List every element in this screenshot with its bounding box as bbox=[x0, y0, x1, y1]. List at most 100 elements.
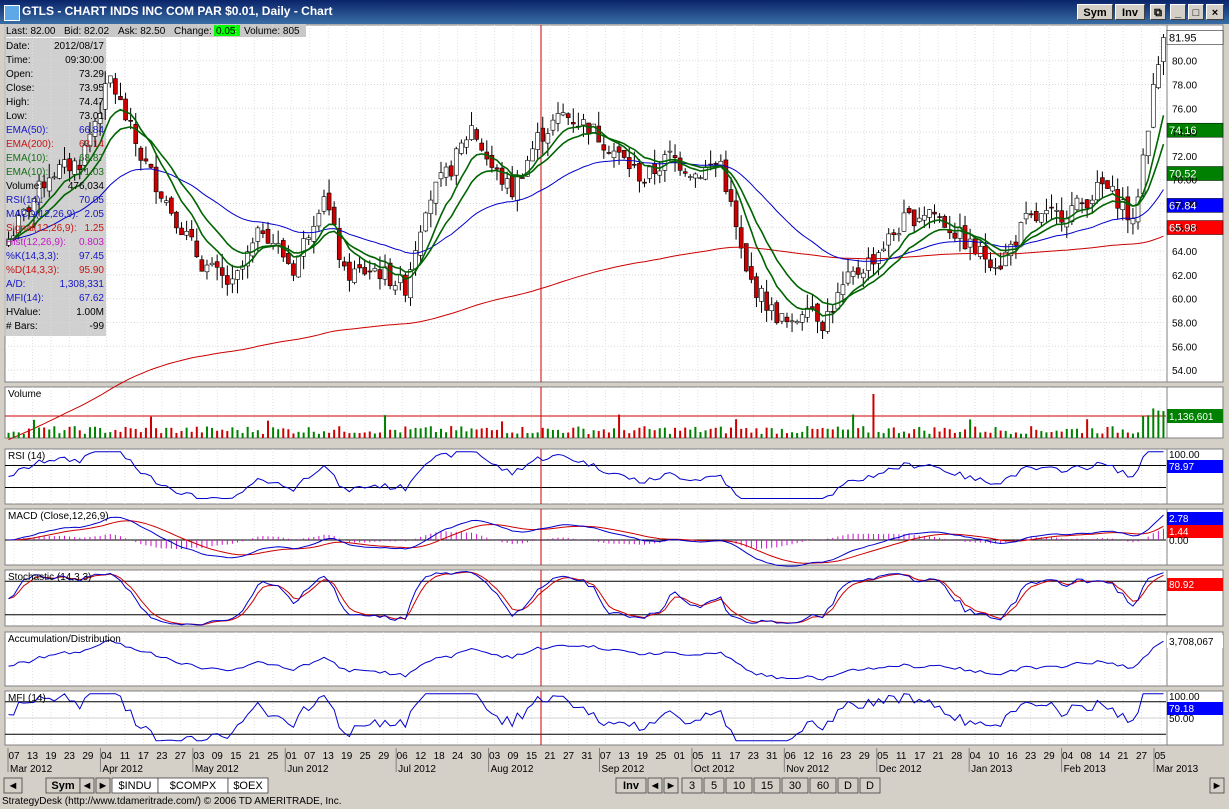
candle-body bbox=[128, 120, 133, 122]
period-button-label: 3 bbox=[689, 780, 695, 792]
scroll-right-button[interactable] bbox=[1209, 777, 1225, 794]
period-button[interactable] bbox=[703, 777, 725, 794]
period-button[interactable] bbox=[859, 777, 881, 794]
maximize-icon[interactable]: □ bbox=[1188, 4, 1204, 20]
candle-body bbox=[235, 270, 240, 280]
x-day-label: 21 bbox=[933, 751, 945, 762]
candle-body bbox=[225, 275, 230, 285]
app-icon bbox=[4, 5, 20, 21]
candle-body bbox=[107, 75, 113, 84]
sym-button[interactable]: Sym bbox=[1077, 4, 1113, 20]
candle-body bbox=[825, 311, 830, 332]
candle-body bbox=[1135, 196, 1141, 223]
candle-body bbox=[835, 292, 841, 310]
candle-body bbox=[581, 119, 586, 126]
period-button[interactable] bbox=[725, 777, 753, 794]
macd-panel-label: MACD (Close,12,26,9) bbox=[8, 511, 109, 522]
price-tick-label: 64.00 bbox=[1172, 247, 1197, 258]
candle-body bbox=[723, 159, 729, 192]
data-window-key: EMA(10): bbox=[6, 153, 48, 164]
candle-body bbox=[927, 209, 932, 218]
candle-body bbox=[306, 237, 312, 240]
candle-body bbox=[67, 158, 72, 172]
price-tick-label: 62.00 bbox=[1172, 271, 1197, 282]
candle-body bbox=[682, 171, 688, 174]
candle-body bbox=[453, 148, 459, 176]
restore-chart-icon[interactable]: ⧉ bbox=[1150, 4, 1166, 20]
rsi-badge bbox=[1167, 460, 1223, 473]
price-tick-label: 54.00 bbox=[1172, 366, 1197, 377]
data-window-key: %D(14,3,3): bbox=[6, 265, 59, 276]
minimize-icon[interactable]: _ bbox=[1170, 4, 1186, 20]
price-tick-label: 72.00 bbox=[1172, 152, 1197, 163]
candle-body bbox=[728, 189, 734, 202]
panel-ad bbox=[4, 631, 1168, 687]
scroll-left-button[interactable] bbox=[3, 777, 23, 794]
interval-next-button[interactable] bbox=[663, 777, 679, 794]
period-button[interactable] bbox=[753, 777, 781, 794]
candle-body bbox=[779, 313, 785, 322]
x-day-label: 30 bbox=[471, 751, 483, 762]
x-month-label: Nov 2012 bbox=[786, 764, 829, 775]
period-button[interactable] bbox=[681, 777, 703, 794]
inv-button[interactable]: Inv bbox=[1115, 4, 1145, 20]
x-day-label: 07 bbox=[8, 751, 20, 762]
panel-rsi bbox=[4, 448, 1168, 505]
candle-body bbox=[916, 217, 922, 222]
interval-prev-button[interactable] bbox=[647, 777, 663, 794]
candle-body bbox=[738, 227, 744, 249]
symbol-tab-label: $OEX bbox=[233, 780, 263, 792]
stoch-panel-label: Stochastic (14,3,3) bbox=[8, 572, 91, 583]
candle-body bbox=[1161, 37, 1166, 62]
x-day-label: 25 bbox=[267, 751, 279, 762]
x-day-label: 24 bbox=[452, 751, 464, 762]
x-day-label: 07 bbox=[600, 751, 612, 762]
period-button[interactable] bbox=[809, 777, 837, 794]
close-icon[interactable]: × bbox=[1206, 4, 1224, 20]
candle-body bbox=[1095, 182, 1100, 201]
candle-body bbox=[1023, 213, 1029, 220]
x-day-label: 17 bbox=[138, 751, 150, 762]
candle-body bbox=[194, 240, 200, 258]
macd-line bbox=[8, 514, 1164, 567]
quote-change-label: Change: bbox=[174, 26, 212, 37]
x-month-label: Sep 2012 bbox=[601, 764, 644, 775]
data-window-value: 95.90 bbox=[79, 265, 104, 276]
candle-body bbox=[855, 267, 861, 275]
period-button[interactable] bbox=[837, 777, 859, 794]
data-window-value: 71.03 bbox=[79, 167, 104, 178]
candle-body bbox=[301, 238, 306, 257]
candle-body bbox=[494, 167, 500, 170]
period-button-label: D bbox=[866, 780, 874, 792]
price-tick-label: 66.00 bbox=[1172, 223, 1197, 234]
candle-body bbox=[565, 113, 571, 118]
data-window-value: 09:30:00 bbox=[65, 55, 104, 66]
ad-badge bbox=[1167, 635, 1223, 648]
data-window-value: 476,034 bbox=[68, 181, 105, 192]
period-button[interactable] bbox=[781, 777, 809, 794]
symbol-prev-button[interactable] bbox=[79, 777, 95, 794]
symbol-tab[interactable] bbox=[227, 777, 269, 794]
x-month-label: Oct 2012 bbox=[694, 764, 735, 775]
candle-body bbox=[937, 216, 942, 218]
macd-badge-label: 2.78 bbox=[1169, 514, 1189, 525]
candle-body bbox=[530, 148, 535, 162]
candle-body bbox=[647, 166, 652, 179]
x-day-label: 28 bbox=[951, 751, 963, 762]
candle-body bbox=[362, 267, 367, 275]
x-day-label: 12 bbox=[415, 751, 427, 762]
x-day-label: 01 bbox=[286, 751, 298, 762]
price-badge bbox=[1166, 30, 1224, 45]
x-day-label: 31 bbox=[581, 751, 593, 762]
candle-body bbox=[52, 176, 57, 179]
candle-body bbox=[199, 259, 205, 272]
x-month-label: Mar 2012 bbox=[10, 764, 53, 775]
volume-badge-label: 1,136,601 bbox=[1169, 412, 1214, 423]
symbol-next-button[interactable] bbox=[95, 777, 111, 794]
candle-body bbox=[789, 320, 795, 323]
toolbar-inv-button[interactable] bbox=[615, 777, 647, 794]
ema10-fast-line bbox=[8, 108, 1165, 317]
window-title: GTLS - CHART INDS INC COM PAR $0.01, Dai… bbox=[22, 4, 333, 18]
candle-body bbox=[489, 155, 495, 168]
x-day-label: 25 bbox=[360, 751, 372, 762]
